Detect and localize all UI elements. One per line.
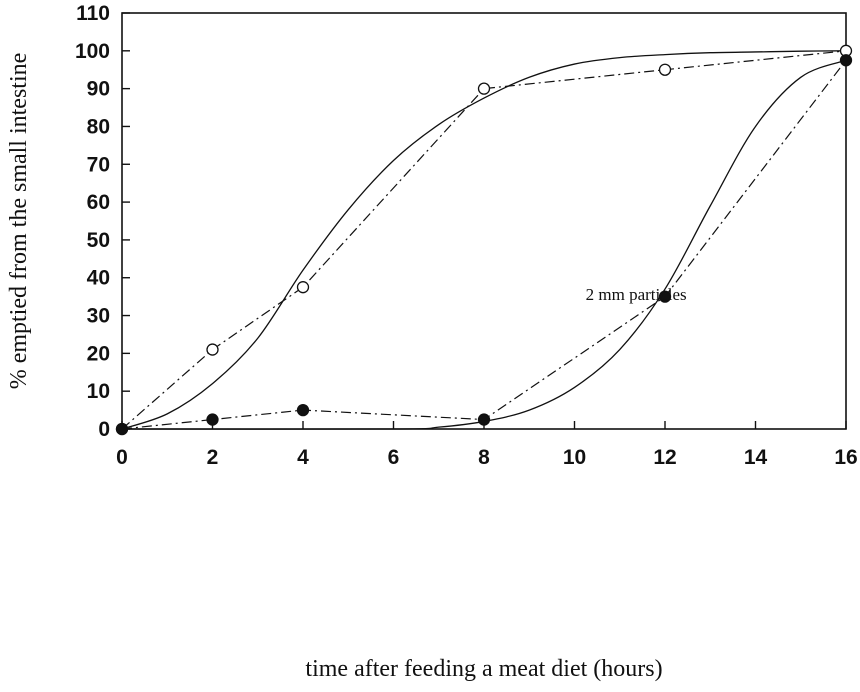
y-tick-label: 90 <box>87 78 110 101</box>
data-series <box>115 44 853 436</box>
y-tick-label: 70 <box>87 153 110 176</box>
y-axis-title: % emptied from the small intestine <box>6 53 32 390</box>
axis-ticks <box>121 12 847 430</box>
x-tick-label: 14 <box>744 446 768 469</box>
x-tick-label: 6 <box>388 446 400 469</box>
x-tick-label: 12 <box>653 446 676 469</box>
y-tick-label: 10 <box>87 380 110 403</box>
x-tick-label: 2 <box>207 446 219 469</box>
y-tick-label: 0 <box>98 418 110 441</box>
annotation-label: 2 mm particles <box>586 285 687 304</box>
y-tick-label: 80 <box>87 115 110 138</box>
y-tick-label: 50 <box>87 229 110 252</box>
open-circle-point <box>477 82 491 95</box>
annotations: 2 mm particles <box>586 285 687 304</box>
x-tick-label: 10 <box>563 446 586 469</box>
y-tick-label: 20 <box>87 342 110 365</box>
filled-circle-point <box>477 413 491 426</box>
open-circle-point <box>658 63 672 76</box>
filled-circle-point <box>296 403 310 417</box>
y-tick-label: 30 <box>87 305 110 328</box>
y-tick-label: 40 <box>87 267 110 290</box>
open-circle-point <box>296 281 310 294</box>
filled-circle-point <box>658 290 672 303</box>
x-tick-label: 4 <box>297 446 309 469</box>
y-tick-label: 60 <box>87 191 110 214</box>
y-tick-label: 100 <box>75 40 110 63</box>
filled-circle-point <box>115 422 129 436</box>
filled-circle-point <box>206 413 219 426</box>
y-tick-label: 110 <box>76 2 110 25</box>
series-line <box>121 50 847 430</box>
fitted-curve <box>121 50 847 430</box>
x-tick-label: 8 <box>478 446 490 469</box>
series-line <box>121 59 847 430</box>
x-axis-title: time after feeding a meat diet (hours) <box>305 656 662 682</box>
x-tick-label: 16 <box>834 446 857 469</box>
axis-tick-labels: 0 2 4 6 8 10 12 14 16 0 10 20 30 40 50 60 70 80 90 100 110 <box>75 2 858 469</box>
fitted-curves <box>121 50 847 430</box>
filled-circle-point <box>839 54 853 67</box>
plot-frame <box>121 12 847 430</box>
open-circle-point <box>206 343 219 356</box>
fitted-curve <box>121 59 847 430</box>
x-tick-label: 0 <box>116 446 128 469</box>
